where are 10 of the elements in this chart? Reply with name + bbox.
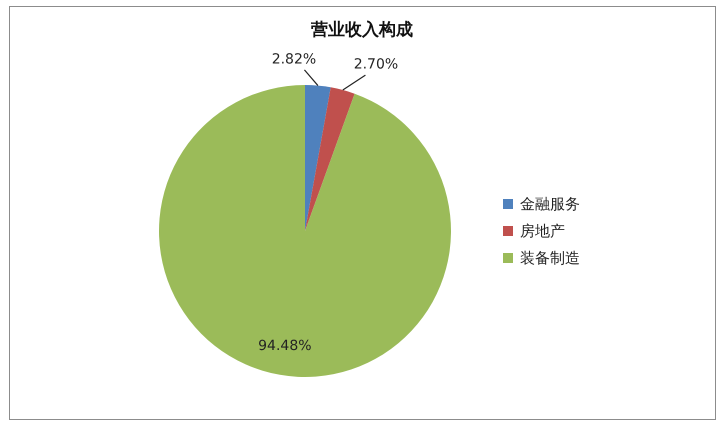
- chart-title: 营业收入构成: [310, 20, 413, 40]
- data-label: 2.82%: [272, 51, 316, 68]
- data-label: 2.70%: [354, 56, 398, 73]
- pie-slice: [159, 85, 451, 377]
- pie-slice: [305, 87, 355, 231]
- legend-label: 金融服务: [520, 195, 580, 213]
- legend-label: 装备制造: [520, 249, 580, 267]
- pie-slice: [305, 85, 331, 231]
- legend-label: 房地产: [520, 222, 565, 240]
- data-label: 94.48%: [258, 338, 312, 354]
